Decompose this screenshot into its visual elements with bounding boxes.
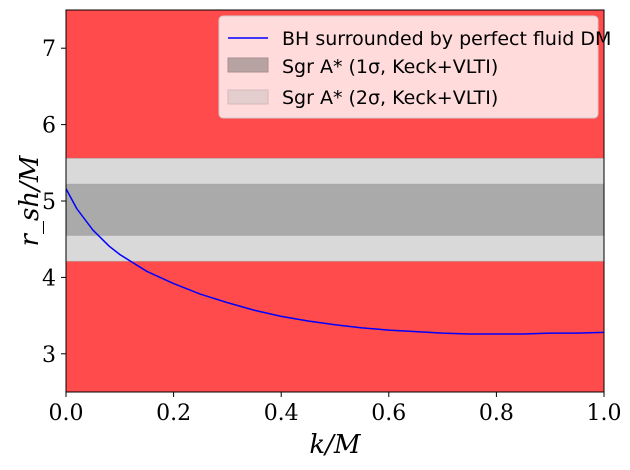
y-tick-label: 4 — [42, 266, 56, 291]
x-tick-label: 0.4 — [264, 401, 299, 426]
y-tick-label: 6 — [42, 114, 56, 139]
y-axis-label: r_sh/M — [15, 154, 45, 246]
band-1sigma — [65, 183, 605, 236]
y-tick-label: 5 — [42, 190, 56, 215]
legend: BH surrounded by perfect fluid DM Sgr A*… — [218, 15, 611, 119]
legend-patch-1sigma — [227, 57, 269, 73]
x-tick-label: 0.2 — [156, 401, 191, 426]
y-tick-label: 7 — [42, 37, 56, 62]
x-tick-label: 0.8 — [479, 401, 514, 426]
x-tick-label: 0.6 — [371, 401, 406, 426]
x-tick-label: 1.0 — [587, 401, 622, 426]
x-tick-label: 0.0 — [49, 401, 84, 426]
x-axis-label: k/M — [309, 430, 362, 460]
legend-box — [218, 15, 599, 119]
legend-label-model: BH surrounded by perfect fluid DM — [282, 28, 611, 50]
y-axis: 3 4 5 6 7 — [42, 37, 66, 368]
x-axis: 0.0 0.2 0.4 0.6 0.8 1.0 — [49, 392, 622, 426]
y-tick-label: 3 — [42, 343, 56, 368]
lines-layer — [65, 188, 605, 335]
legend-label-1sigma: Sgr A* (1σ, Keck+VLTI) — [282, 56, 498, 78]
legend-patch-2sigma — [227, 89, 269, 105]
legend-label-2sigma: Sgr A* (2σ, Keck+VLTI) — [282, 87, 498, 109]
bands-layer — [65, 157, 605, 262]
series-line-0 — [65, 188, 605, 335]
